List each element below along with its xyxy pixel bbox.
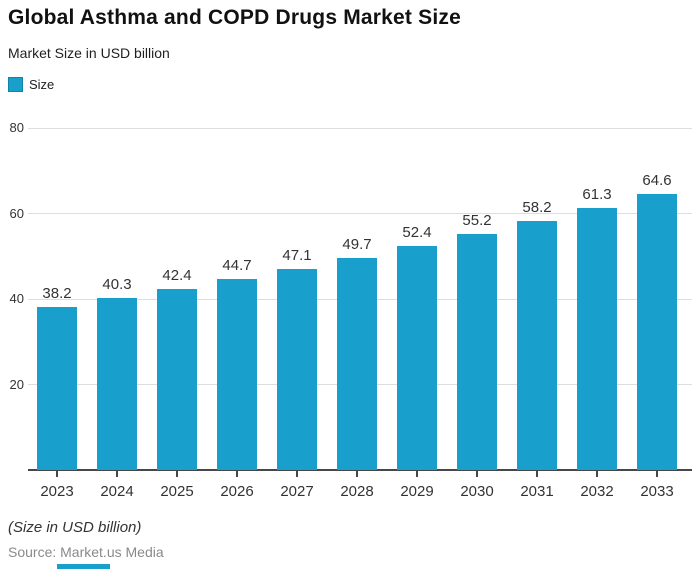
x-axis-ticks-row: 2023 2024 2025 2026 2027 2028 2029 2030 2031 2032… — [27, 471, 687, 500]
bar-value-label-2030: 55.2 — [462, 212, 492, 230]
legend-label: Size — [29, 77, 55, 92]
bar-slot-2027: 47.1 — [267, 110, 327, 470]
x-axis-label-2031: 2031 — [520, 483, 554, 500]
bar-slot-2026: 44.7 — [207, 110, 267, 470]
x-tick-2025 — [176, 471, 178, 477]
y-axis-label-80: 80 — [9, 120, 24, 135]
x-tick-slot-2027: 2027 — [267, 471, 327, 500]
bar-value-label-2027: 47.1 — [282, 246, 312, 264]
bar-2028 — [337, 257, 377, 470]
x-tick-2032 — [596, 471, 598, 477]
x-tick-2024 — [116, 471, 118, 477]
legend: Size — [8, 77, 54, 92]
bar-value-label-2031: 58.2 — [522, 199, 552, 217]
x-axis-label-2026: 2026 — [220, 483, 254, 500]
x-tick-2030 — [476, 471, 478, 477]
bar-value-label-2032: 61.3 — [582, 185, 612, 203]
x-tick-2029 — [416, 471, 418, 477]
bar-slot-2030: 55.2 — [447, 110, 507, 470]
bar-value-label-2023: 38.2 — [42, 284, 72, 302]
footnote: (Size in USD billion) — [8, 519, 142, 536]
bar-2025 — [157, 288, 197, 470]
x-tick-slot-2031: 2031 — [507, 471, 567, 500]
bottom-blue-strip — [57, 564, 110, 569]
legend-swatch-icon — [8, 77, 23, 92]
x-axis-label-2027: 2027 — [280, 483, 314, 500]
x-tick-slot-2033: 2033 — [627, 471, 687, 500]
gridline-60 — [28, 213, 692, 214]
bar-value-label-2033: 64.6 — [642, 171, 672, 189]
x-axis-label-2032: 2032 — [580, 483, 614, 500]
bar-2029 — [397, 246, 437, 470]
bar-slot-2025: 42.4 — [147, 110, 207, 470]
x-axis-label-2030: 2030 — [460, 483, 494, 500]
x-axis-label-2028: 2028 — [340, 483, 374, 500]
x-axis-line — [28, 469, 692, 471]
x-tick-slot-2024: 2024 — [87, 471, 147, 500]
bar-value-label-2025: 42.4 — [162, 266, 192, 284]
source-line: Source: Market.us Media — [8, 544, 164, 560]
bar-value-label-2024: 40.3 — [102, 275, 132, 293]
x-axis-label-2023: 2023 — [40, 483, 74, 500]
bar-2024 — [97, 297, 137, 470]
x-tick-2028 — [356, 471, 358, 477]
bar-2027 — [277, 268, 317, 470]
x-tick-2023 — [56, 471, 58, 477]
x-tick-slot-2026: 2026 — [207, 471, 267, 500]
y-axis-label-60: 60 — [9, 205, 24, 221]
bar-slot-2028: 49.7 — [327, 110, 387, 470]
y-axis-label-20: 20 — [9, 376, 24, 392]
x-tick-2031 — [536, 471, 538, 477]
x-axis-label-2024: 2024 — [100, 483, 134, 500]
bar-2026 — [217, 278, 257, 470]
bar-slot-2032: 61.3 — [567, 110, 627, 470]
chart-subtitle: Market Size in USD billion — [8, 45, 170, 61]
bar-2032 — [577, 207, 617, 470]
bar-2033 — [637, 193, 677, 470]
x-tick-slot-2032: 2032 — [567, 471, 627, 500]
x-tick-slot-2025: 2025 — [147, 471, 207, 500]
bar-value-label-2026: 44.7 — [222, 256, 252, 274]
x-tick-slot-2029: 2029 — [387, 471, 447, 500]
x-tick-2026 — [236, 471, 238, 477]
x-axis-label-2033: 2033 — [640, 483, 674, 500]
bars-row: 38.2 40.3 42.4 44.7 47.1 49.7 52.4 55.2 58.2 61.3… — [27, 110, 687, 470]
x-axis-label-2025: 2025 — [160, 483, 194, 500]
bar-2031 — [517, 221, 557, 470]
bar-slot-2031: 58.2 — [507, 110, 567, 470]
bar-value-label-2028: 49.7 — [342, 235, 372, 253]
y-axis-label-40: 40 — [9, 291, 24, 306]
bar-2030 — [457, 234, 497, 470]
bar-2023 — [37, 306, 77, 470]
x-tick-slot-2030: 2030 — [447, 471, 507, 500]
chart-title: Global Asthma and COPD Drugs Market Size — [8, 6, 461, 29]
x-tick-2027 — [296, 471, 298, 477]
bar-slot-2029: 52.4 — [387, 110, 447, 470]
x-tick-slot-2023: 2023 — [27, 471, 87, 500]
bar-value-label-2029: 52.4 — [402, 224, 432, 241]
gridline-80 — [28, 127, 692, 129]
x-axis-label-2029: 2029 — [400, 483, 434, 500]
bar-slot-2024: 40.3 — [87, 110, 147, 470]
x-tick-slot-2028: 2028 — [327, 471, 387, 500]
bar-slot-2023: 38.2 — [27, 110, 87, 470]
bar-slot-2033: 64.6 — [627, 110, 687, 470]
x-tick-2033 — [656, 471, 658, 477]
